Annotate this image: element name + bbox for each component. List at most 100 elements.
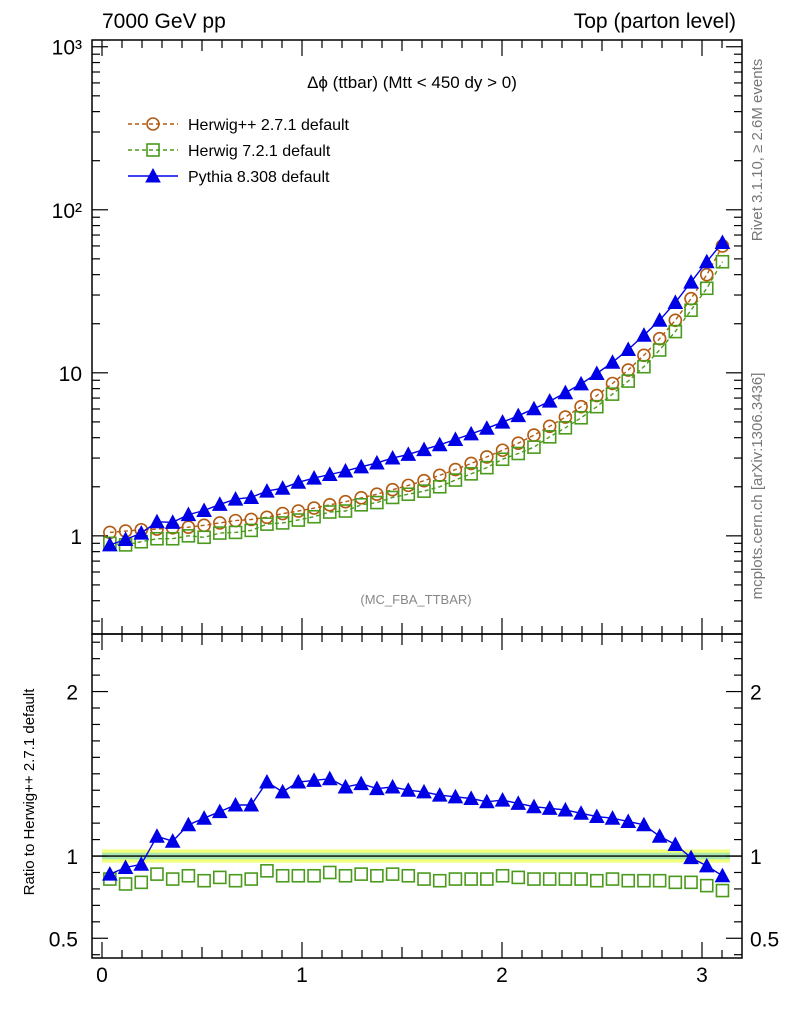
ratio-point-series-1 xyxy=(306,772,322,787)
data-point-series-0 xyxy=(448,462,463,477)
legend-marker-1 xyxy=(146,143,160,157)
data-point-series-0 xyxy=(684,291,698,306)
ratio-point-series-0 xyxy=(322,865,337,880)
data-point-series-0 xyxy=(291,504,306,518)
series-line-2 xyxy=(109,242,724,546)
data-point-series-1 xyxy=(354,498,368,512)
data-point-series-2 xyxy=(149,513,165,529)
data-point-series-0 xyxy=(260,510,274,525)
ratio-point-series-1 xyxy=(683,849,699,865)
ratio-point-series-0 xyxy=(181,868,196,883)
ratio-point-series-0 xyxy=(511,870,526,885)
data-point-series-0 xyxy=(181,520,196,534)
legend-marker-0 xyxy=(146,117,160,131)
ratio-point-series-0 xyxy=(574,872,588,886)
ratio-series-layer xyxy=(102,770,731,898)
data-point-series-2 xyxy=(321,466,338,481)
data-point-series-2 xyxy=(243,489,260,504)
ratio-y-tick-label: 1 xyxy=(66,846,78,869)
data-point-series-0 xyxy=(370,487,384,502)
data-point-series-0 xyxy=(527,428,541,442)
ratio-point-series-1 xyxy=(259,773,275,789)
ratio-point-series-0 xyxy=(338,868,353,883)
data-point-series-1 xyxy=(448,473,463,487)
ratio-point-series-0 xyxy=(668,875,683,890)
ratio-point-series-0 xyxy=(542,872,557,886)
ratio-y-tick-label-right: 0.5 xyxy=(750,928,779,951)
data-point-series-1 xyxy=(165,531,180,546)
data-point-series-0 xyxy=(542,419,557,434)
data-point-series-1 xyxy=(480,460,494,475)
ratio-point-series-0 xyxy=(432,873,447,888)
data-point-series-2 xyxy=(306,470,322,485)
data-point-series-0 xyxy=(338,494,353,509)
data-point-series-1 xyxy=(605,387,620,401)
data-point-series-2 xyxy=(620,341,637,356)
data-point-series-2 xyxy=(369,454,385,470)
ratio-point-series-0 xyxy=(307,868,321,883)
main-y-tick-label: 1 xyxy=(70,526,82,549)
data-point-series-1 xyxy=(260,517,274,531)
ratio-point-series-0 xyxy=(621,873,636,888)
data-point-series-2 xyxy=(714,234,731,249)
ratio-point-series-0 xyxy=(354,867,368,881)
data-point-series-1 xyxy=(574,410,588,425)
ratio-point-series-1 xyxy=(400,782,417,797)
plot-title: Δϕ (ttbar) (Mtt < 450 dy > 0) xyxy=(307,73,517,92)
data-point-series-2 xyxy=(526,400,542,416)
legend: Herwig++ 2.7.1 default Herwig 7.2.1 defau… xyxy=(128,117,350,186)
ratio-point-series-0 xyxy=(118,877,133,891)
x-tick-label: 0 xyxy=(96,964,108,987)
series-line-1 xyxy=(109,261,724,546)
data-point-series-0 xyxy=(213,516,227,530)
data-point-series-1 xyxy=(181,529,196,543)
ratio-point-series-1 xyxy=(494,792,511,807)
data-point-series-2 xyxy=(698,253,715,269)
data-point-series-1 xyxy=(668,324,683,339)
x-tick-label: 1 xyxy=(296,964,308,987)
data-point-series-2 xyxy=(337,462,354,478)
ratio-point-series-0 xyxy=(197,873,211,888)
data-point-series-0 xyxy=(558,410,573,424)
data-point-series-2 xyxy=(384,450,401,465)
data-point-series-2 xyxy=(604,354,621,369)
data-point-series-2 xyxy=(290,474,307,489)
data-point-series-2 xyxy=(274,480,291,495)
ratio-point-series-0 xyxy=(464,872,478,886)
ratio-point-series-0 xyxy=(699,878,714,893)
ratio-y-axis-label: Ratio to Herwig++ 2.7.1 default xyxy=(21,688,38,896)
ratio-point-series-1 xyxy=(133,856,150,871)
data-point-series-1 xyxy=(511,446,526,461)
data-point-series-0 xyxy=(511,436,526,451)
ratio-point-series-0 xyxy=(448,872,463,886)
ratio-point-series-0 xyxy=(480,872,494,886)
ratio-point-series-1 xyxy=(573,805,589,820)
ratio-point-series-0 xyxy=(605,872,620,886)
data-point-series-2 xyxy=(588,365,605,381)
data-point-series-0 xyxy=(605,376,620,391)
ratio-point-series-1 xyxy=(290,773,307,789)
data-point-series-2 xyxy=(463,425,479,441)
data-point-series-0 xyxy=(417,473,431,488)
ratio-point-series-0 xyxy=(291,868,306,883)
ratio-point-series-0 xyxy=(684,875,698,890)
ratio-point-series-1 xyxy=(117,859,134,875)
ratio-point-series-1 xyxy=(102,866,118,881)
main-y-tick-label: 10² xyxy=(52,200,82,223)
data-point-series-2 xyxy=(102,536,118,552)
data-point-series-1 xyxy=(370,495,384,510)
data-point-series-1 xyxy=(527,440,541,454)
data-point-series-2 xyxy=(227,491,244,506)
data-point-series-1 xyxy=(228,525,243,540)
legend-label-0: Herwig++ 2.7.1 default xyxy=(188,117,350,134)
data-point-series-0 xyxy=(495,443,510,458)
data-point-series-0 xyxy=(401,478,416,493)
main-y-tick-label: 10³ xyxy=(52,37,82,60)
data-point-series-2 xyxy=(180,506,197,522)
data-point-series-2 xyxy=(353,458,370,474)
ratio-point-series-1 xyxy=(698,857,715,873)
ratio-point-series-1 xyxy=(321,770,338,786)
ratio-y-tick-label: 0.5 xyxy=(49,928,78,951)
ratio-y-tick-label: 2 xyxy=(66,682,78,705)
